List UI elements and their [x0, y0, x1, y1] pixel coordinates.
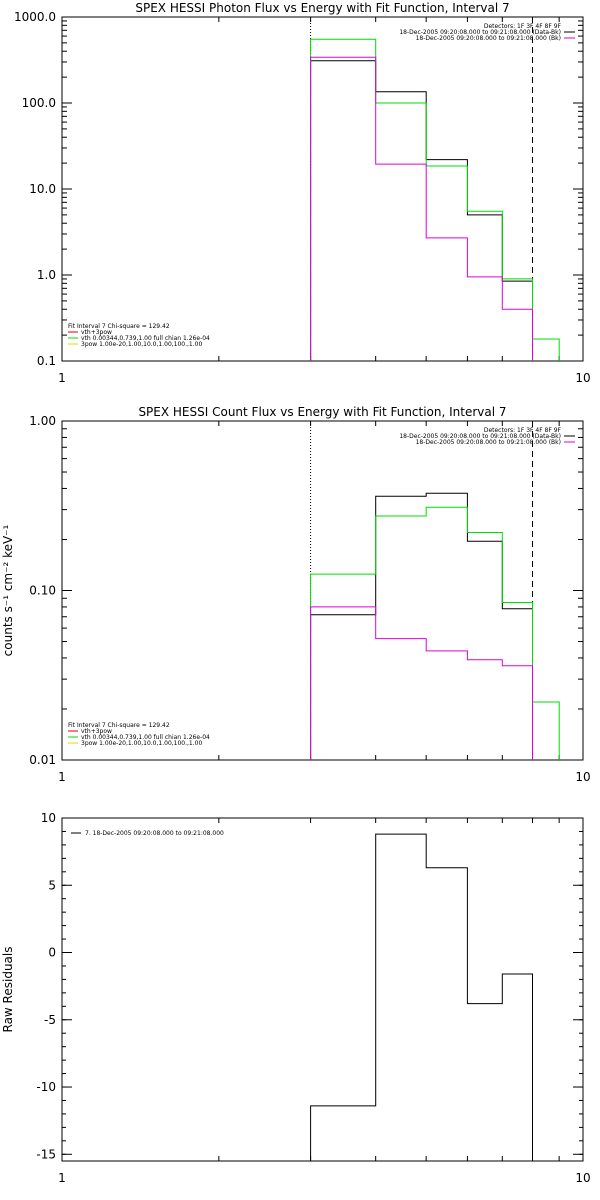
legend-fit-text: Fit Interval 7 Chi-square = 129.42	[68, 323, 170, 330]
legend-component-text: vth 0.00344,0.739,1.00 full chian 1.26e-…	[81, 335, 210, 342]
y-tick-label: 10.0	[29, 182, 56, 196]
legend-component-text: vth+3pow	[81, 728, 112, 735]
legend-top-right-text: Detectors: 1F 3F 4F 8F 9F	[484, 23, 562, 30]
y-tick-label: -5	[44, 1013, 56, 1027]
legend-component-text: 3pow 1.00e-20,1.00,10.0,1.00,100.,1.00	[81, 341, 202, 348]
legend-top-right-text: 18-Dec-2005 09:20:08.000 to 09:21:08.000…	[399, 433, 561, 440]
plot-frame	[61, 817, 584, 1162]
legend-fit-text: Fit Interval 7 Chi-square = 129.42	[68, 722, 170, 729]
legend-residual-text: 7. 18-Dec-2005 09:20:08.000 to 09:21:08.…	[85, 830, 224, 837]
series-line-1	[310, 492, 533, 760]
x-tick-label: 1	[58, 1171, 66, 1185]
plot-frame	[61, 420, 584, 761]
chart-title: SPEX HESSI Photon Flux vs Energy with Fi…	[135, 1, 509, 15]
x-tick-label: 10	[575, 1171, 590, 1185]
y-tick-label: 0.01	[29, 753, 56, 767]
x-tick-label: 1	[58, 371, 66, 385]
series-line-3	[310, 606, 533, 760]
y-tick-label: 1.0	[37, 268, 56, 282]
chart-panel-2: SPEX HESSI Count Flux vs Energy with Fit…	[1, 405, 591, 784]
series-line-2	[310, 38, 560, 361]
y-tick-label: -10	[36, 1080, 56, 1094]
y-tick-label: 1.00	[29, 414, 56, 428]
y-tick-label: 5	[48, 878, 56, 892]
legend-top-right-text: 18-Dec-2005 09:20:08.000 to 09:21:08.000…	[416, 35, 561, 42]
y-tick-label: 1000.0	[14, 10, 56, 24]
legend-top-right-text: 18-Dec-2005 09:20:08.000 to 09:21:08.000…	[416, 439, 561, 446]
y-axis-label: counts s⁻¹ cm⁻² keV⁻¹	[1, 524, 15, 656]
y-tick-label: -15	[36, 1147, 56, 1161]
y-tick-label: 0	[48, 946, 56, 960]
series-line-1	[310, 833, 533, 1161]
legend-component-text: vth 0.00344,0.739,1.00 full chian 1.26e-…	[81, 734, 210, 741]
chart-panel-3: 1 10 10 5 0 -5 -10 -15 Raw Residuals 7. 18-Dec-20…	[1, 811, 591, 1185]
chart-title: SPEX HESSI Count Flux vs Energy with Fit…	[138, 405, 506, 419]
legend-component-text: vth+3pow	[81, 329, 112, 336]
series-line-1	[310, 60, 533, 361]
y-tick-label: 0.10	[29, 584, 56, 598]
legend-component-text: 3pow 1.00e-20,1.00,10.0,1.00,100.,1.00	[81, 740, 202, 747]
y-tick-label: 10	[41, 811, 56, 825]
legend-top-right-text: 18-Dec-2005 09:20:08.000 to 09:21:08.000…	[399, 29, 561, 36]
x-tick-label: 1	[58, 770, 66, 784]
x-tick-label: 10	[575, 371, 590, 385]
chart-panel-1: SPEX HESSI Photon Flux vs Energy with Fi…	[14, 1, 591, 385]
x-tick-label: 10	[575, 770, 590, 784]
legend-top-right-text: Detectors: 1F 3F 4F 8F 9F	[484, 427, 562, 434]
series-line-3	[310, 56, 533, 361]
y-tick-label: 100.0	[22, 96, 56, 110]
series-line-2	[310, 506, 560, 760]
y-axis-label: Raw Residuals	[1, 947, 15, 1033]
y-tick-label: 0.1	[37, 354, 56, 368]
